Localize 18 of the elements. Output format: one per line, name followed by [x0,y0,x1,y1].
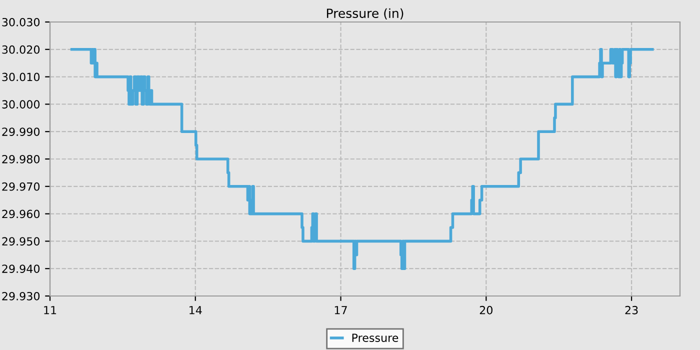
x-tick-label: 20 [480,306,492,314]
x-tick-label: 17 [334,306,347,314]
legend-label: Pressure [352,334,398,342]
y-tick-label: 29.960 [2,210,40,218]
y-tick-label: 29.930 [2,292,40,300]
x-tick-label: 14 [190,306,202,314]
x-tick-label: 23 [625,306,638,314]
y-tick-label: 29.980 [2,154,40,164]
y-tick-label: 29.940 [2,264,40,273]
y-tick-label: 30.000 [2,100,40,109]
y-tick-label: 29.950 [2,237,40,246]
y-tick-label: 29.990 [2,128,40,136]
x-tick-label: 11 [44,306,56,314]
y-tick-label: 30.010 [2,72,40,82]
y-tick-label: 30.020 [2,45,40,54]
chart-title: Pressure (in) [326,8,404,20]
y-tick-label: 29.970 [2,182,40,191]
y-tick-label: 30.030 [2,18,40,26]
